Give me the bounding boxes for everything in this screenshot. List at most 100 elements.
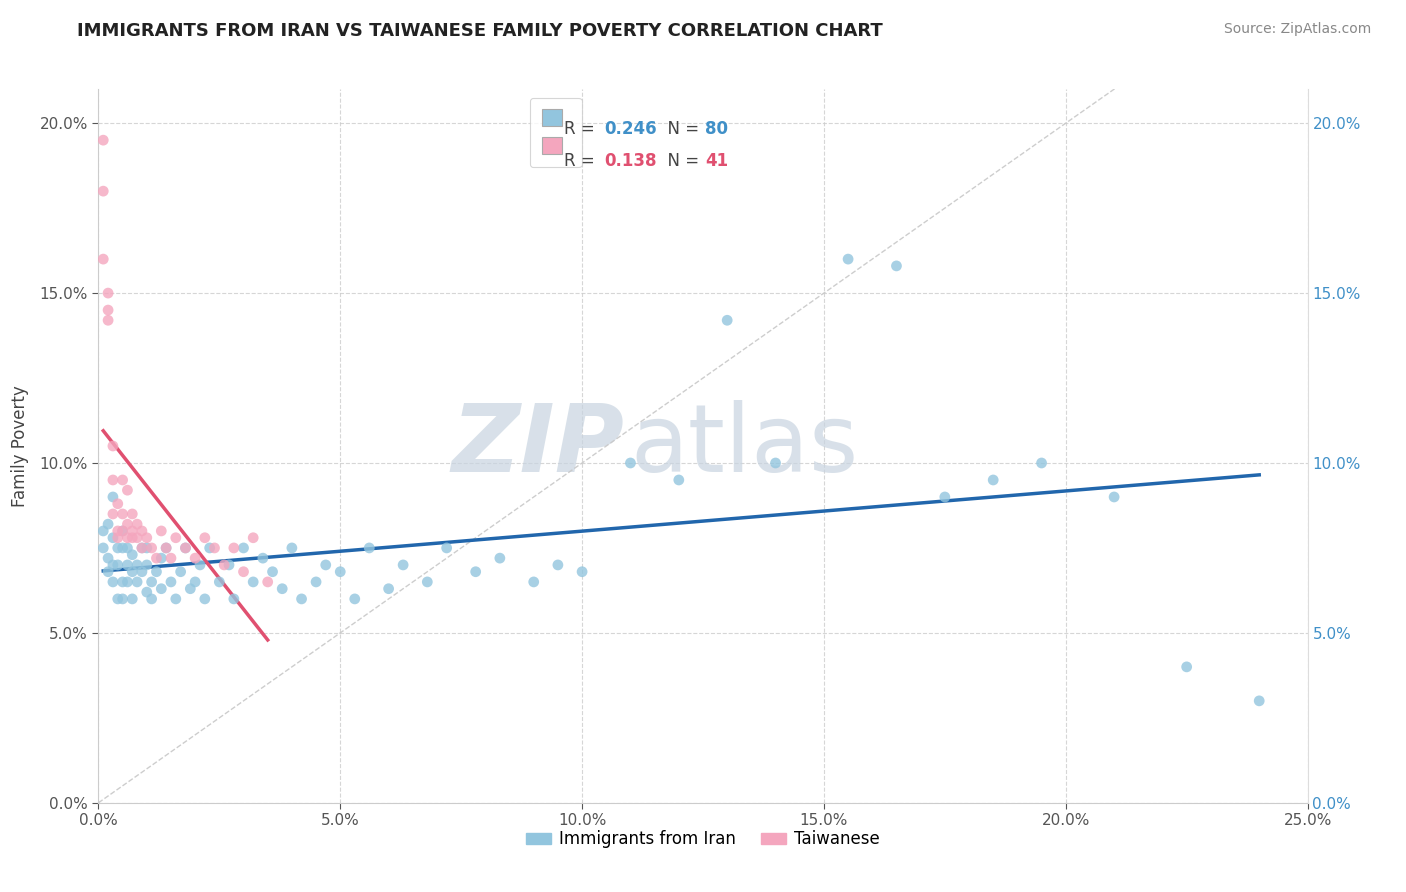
Point [127, 531, 149, 545]
Point [101, 574, 124, 589]
Text: IMMIGRANTS FROM IRAN VS TAIWANESE FAMILY POVERTY CORRELATION CHART: IMMIGRANTS FROM IRAN VS TAIWANESE FAMILY… [77, 22, 883, 40]
Point [107, 531, 129, 545]
Point [160, 574, 183, 589]
Point [208, 574, 231, 589]
Point [837, 252, 859, 266]
Text: N =: N = [657, 120, 704, 138]
Point [117, 517, 139, 532]
Point [150, 524, 173, 538]
Point [97, 517, 120, 532]
Text: 41: 41 [706, 152, 728, 169]
Point [97, 551, 120, 566]
Point [174, 541, 197, 555]
Point [1175, 660, 1198, 674]
Point [212, 558, 235, 572]
Point [464, 565, 486, 579]
Point [184, 551, 207, 566]
Point [101, 439, 124, 453]
Point [111, 574, 134, 589]
Point [668, 473, 690, 487]
Point [111, 524, 134, 538]
Point [315, 558, 337, 572]
Point [135, 585, 157, 599]
Point [101, 507, 124, 521]
Point [91, 133, 114, 147]
Point [117, 541, 139, 555]
Point [716, 313, 738, 327]
Point [489, 551, 512, 566]
Point [194, 531, 217, 545]
Point [131, 541, 153, 555]
Point [155, 541, 177, 555]
Point [262, 565, 284, 579]
Point [160, 551, 183, 566]
Point [121, 548, 143, 562]
Point [188, 558, 211, 572]
Point [523, 574, 546, 589]
Text: R =: R = [564, 120, 600, 138]
Point [145, 565, 167, 579]
Point [121, 531, 143, 545]
Point [222, 541, 245, 555]
Point [121, 507, 143, 521]
Point [107, 524, 129, 538]
Point [165, 591, 187, 606]
Point [127, 517, 149, 532]
Point [242, 531, 264, 545]
Point [91, 541, 114, 555]
Point [981, 473, 1004, 487]
Point [117, 483, 139, 498]
Point [547, 558, 569, 572]
Point [135, 531, 157, 545]
Text: R =: R = [564, 152, 600, 169]
Point [97, 286, 120, 301]
Point [131, 541, 153, 555]
Point [252, 551, 274, 566]
Text: N =: N = [657, 152, 704, 169]
Point [101, 558, 124, 572]
Point [232, 565, 254, 579]
Text: atlas: atlas [630, 400, 859, 492]
Point [131, 565, 153, 579]
Point [256, 574, 278, 589]
Point [101, 473, 124, 487]
Text: Source: ZipAtlas.com: Source: ZipAtlas.com [1223, 22, 1371, 37]
Point [111, 507, 134, 521]
Point [127, 574, 149, 589]
Point [141, 541, 163, 555]
Point [97, 313, 120, 327]
Point [135, 558, 157, 572]
Point [107, 591, 129, 606]
Point [571, 565, 593, 579]
Point [117, 531, 139, 545]
Point [329, 565, 352, 579]
Point [155, 541, 177, 555]
Point [1249, 694, 1271, 708]
Point [150, 582, 173, 596]
Legend: Immigrants from Iran, Taiwanese: Immigrants from Iran, Taiwanese [519, 824, 887, 855]
Point [121, 591, 143, 606]
Point [934, 490, 956, 504]
Text: 80: 80 [706, 120, 728, 138]
Point [343, 591, 366, 606]
Point [436, 541, 458, 555]
Point [107, 541, 129, 555]
Point [117, 574, 139, 589]
Point [145, 551, 167, 566]
Point [121, 524, 143, 538]
Point [101, 490, 124, 504]
Point [141, 591, 163, 606]
Point [174, 541, 197, 555]
Point [218, 558, 240, 572]
Point [121, 565, 143, 579]
Point [377, 582, 399, 596]
Point [359, 541, 381, 555]
Point [97, 565, 120, 579]
Point [184, 574, 207, 589]
Point [765, 456, 787, 470]
Point [392, 558, 415, 572]
Point [290, 591, 312, 606]
Point [111, 591, 134, 606]
Point [165, 531, 187, 545]
Text: 0.138: 0.138 [603, 152, 657, 169]
